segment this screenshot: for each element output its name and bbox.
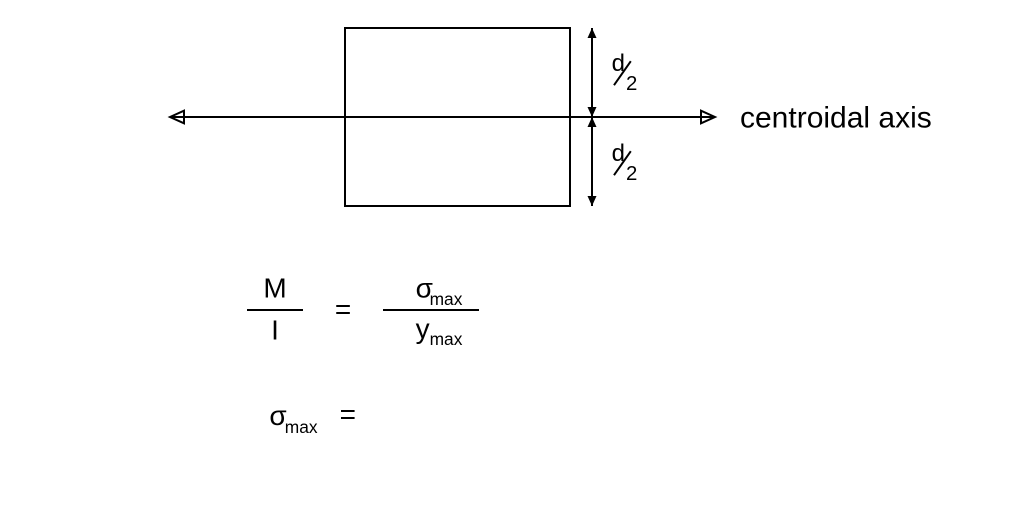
equation-sigma-max: σ max = — [269, 399, 356, 437]
equation-bending-stress: M I = σ max y max — [247, 272, 479, 349]
eq1-I: I — [271, 314, 279, 345]
dimension-bottom: d 2 — [588, 117, 638, 206]
eq1-sigma-sub: max — [430, 289, 463, 309]
eq1-M: M — [263, 272, 286, 303]
axis-label: centroidal axis — [740, 102, 932, 135]
eq1-y: y — [416, 313, 430, 344]
dimension-top: d 2 — [588, 28, 638, 117]
eq1-equals: = — [335, 293, 351, 324]
dim-bot-denom: 2 — [626, 163, 637, 185]
eq2-sigma-sub: max — [285, 417, 318, 437]
centroidal-axis-line — [170, 111, 715, 124]
dim-top-denom: 2 — [626, 73, 637, 95]
eq2-equals: = — [340, 399, 356, 430]
eq1-y-sub: max — [430, 329, 463, 349]
